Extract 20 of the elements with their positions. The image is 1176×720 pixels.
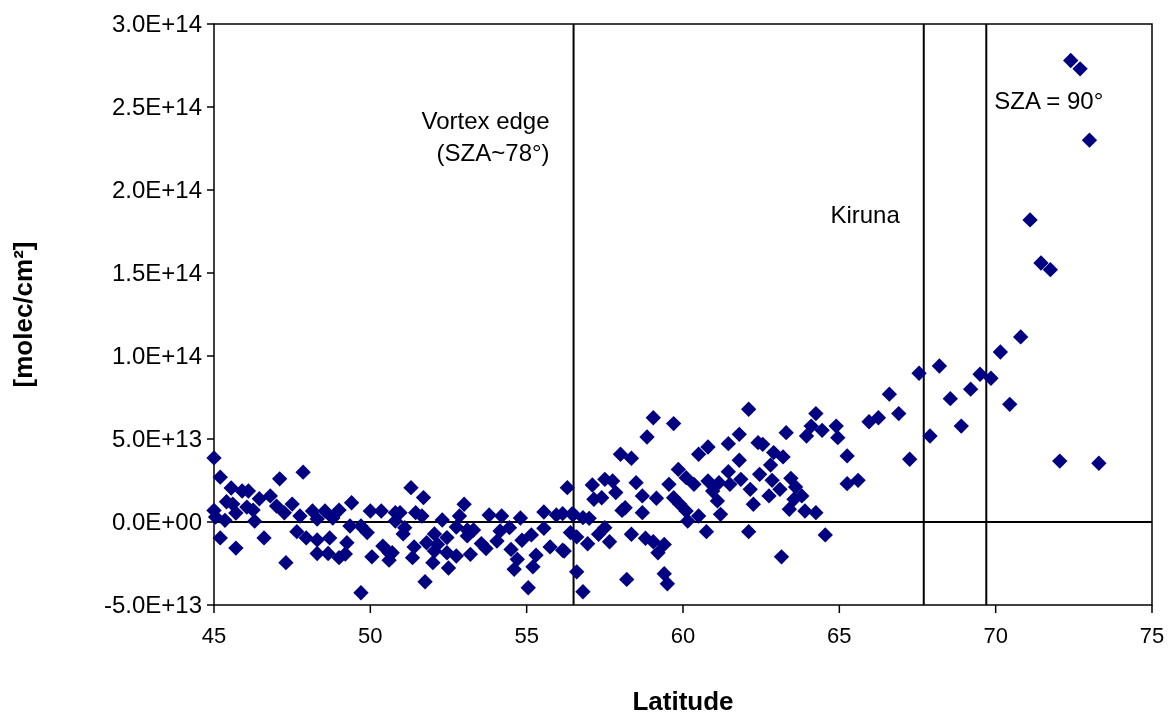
annotation: Kiruna <box>830 201 901 229</box>
y-axis-title: [molec/cm²] <box>8 241 38 388</box>
y-tick-label: 0.0E+00 <box>111 508 202 536</box>
annotation: SZA = 90° <box>994 86 1104 114</box>
x-tick-label: 55 <box>514 623 539 648</box>
y-tick-label: 5.0E+13 <box>111 425 202 453</box>
y-tick-label: 3.0E+14 <box>111 10 202 38</box>
annotation: Vortex edge (SZA~78°) <box>421 106 550 166</box>
y-tick-label: 2.0E+14 <box>111 176 202 204</box>
x-tick-label: 60 <box>670 623 696 648</box>
y-tick-label: 1.5E+14 <box>111 259 202 287</box>
x-tick-label: 75 <box>1139 623 1165 648</box>
y-tick-label: 2.5E+14 <box>111 93 202 121</box>
x-tick-label: 70 <box>983 623 1008 648</box>
y-tick-label: 1.0E+14 <box>111 342 202 370</box>
x-tick-label: 65 <box>827 623 852 648</box>
x-tick-label: 45 <box>201 623 227 648</box>
y-tick-label: -5.0E+13 <box>103 591 202 619</box>
x-tick-label: 50 <box>358 623 383 648</box>
x-axis-title: Latitude <box>632 686 734 716</box>
